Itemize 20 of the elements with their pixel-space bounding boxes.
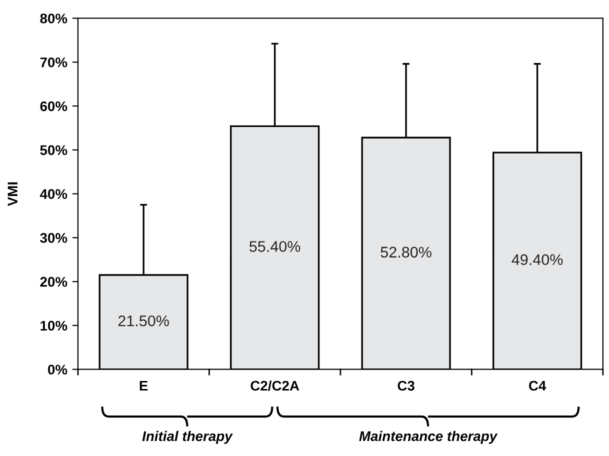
x-tick-label: C3	[398, 380, 414, 391]
y-tick-label: 30%	[40, 233, 68, 243]
y-tick-label: 10%	[40, 320, 68, 331]
data-label: 55.40%	[250, 241, 300, 252]
y-tick-label: 40%	[40, 189, 68, 199]
y-axis-title: VMI	[8, 182, 18, 206]
x-tick-label: C4	[528, 380, 546, 391]
text: Initial therapy	[142, 430, 233, 444]
y-tick-label: 70%	[40, 57, 68, 68]
data-label: 49.40%	[512, 254, 563, 266]
y-tick-label: 60%	[40, 101, 68, 112]
text: Maintenance therapy	[359, 430, 498, 444]
x-tick-label: C2/C2A	[250, 380, 300, 391]
data-label: 21.50%	[118, 315, 169, 326]
y-tick-label: 80%	[40, 14, 68, 24]
y-tick-label: 20%	[40, 276, 68, 287]
y-tick-label: 0%	[48, 364, 68, 375]
x-tick-label: E	[140, 380, 148, 391]
y-tick-label: 50%	[40, 145, 68, 156]
data-label: 52.80%	[380, 246, 432, 258]
